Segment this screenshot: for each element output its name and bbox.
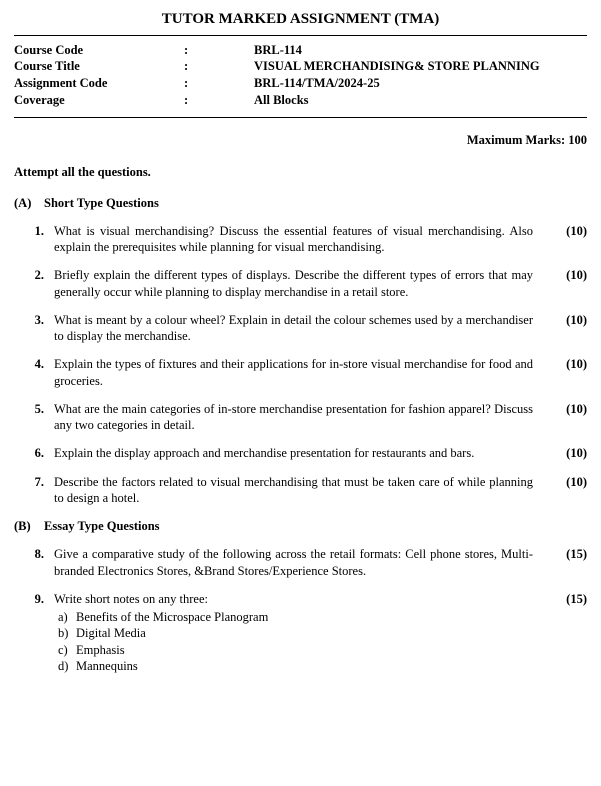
question-number: 8. <box>24 546 54 579</box>
sub-item: a)Benefits of the Microspace Planogram <box>54 609 533 625</box>
sub-letter: a) <box>54 609 76 625</box>
question-marks: (10) <box>547 223 587 256</box>
rule-mid <box>14 117 587 118</box>
question-row: 1.What is visual merchandising? Discuss … <box>14 223 587 256</box>
meta-colon: : <box>184 58 254 75</box>
question-text: Explain the display approach and merchan… <box>54 445 547 461</box>
question-marks: (15) <box>547 591 587 674</box>
question-marks: (10) <box>547 356 587 389</box>
question-number: 6. <box>24 445 54 461</box>
sub-text: Mannequins <box>76 658 138 674</box>
question-text: Explain the types of fixtures and their … <box>54 356 547 389</box>
question-row: 2.Briefly explain the different types of… <box>14 267 587 300</box>
meta-label: Course Code <box>14 42 184 59</box>
question-row: 9.Write short notes on any three:a)Benef… <box>14 591 587 674</box>
question-row: 8.Give a comparative study of the follow… <box>14 546 587 579</box>
question-text: What are the main categories of in-store… <box>54 401 547 434</box>
sub-text: Digital Media <box>76 625 146 641</box>
question-number: 4. <box>24 356 54 389</box>
section-title: Short Type Questions <box>44 195 587 211</box>
section-header: (B)Essay Type Questions <box>14 518 587 534</box>
meta-label: Coverage <box>14 92 184 109</box>
meta-label: Course Title <box>14 58 184 75</box>
section-header: (A)Short Type Questions <box>14 195 587 211</box>
sub-item: d)Mannequins <box>54 658 533 674</box>
question-text: What is meant by a colour wheel? Explain… <box>54 312 547 345</box>
question-text: Briefly explain the different types of d… <box>54 267 547 300</box>
question-row: 6.Explain the display approach and merch… <box>14 445 587 461</box>
sub-letter: c) <box>54 642 76 658</box>
sub-list: a)Benefits of the Microspace Planogramb)… <box>54 609 533 674</box>
question-marks: (10) <box>547 445 587 461</box>
question-number: 1. <box>24 223 54 256</box>
question-text: What is visual merchandising? Discuss th… <box>54 223 547 256</box>
sub-text: Emphasis <box>76 642 125 658</box>
question-marks: (10) <box>547 401 587 434</box>
meta-block: Course Code:BRL-114Course Title:VISUAL M… <box>14 42 587 110</box>
question-text: Write short notes on any three:a)Benefit… <box>54 591 547 674</box>
meta-colon: : <box>184 42 254 59</box>
section-title: Essay Type Questions <box>44 518 587 534</box>
question-number: 9. <box>24 591 54 674</box>
question-number: 3. <box>24 312 54 345</box>
question-row: 7.Describe the factors related to visual… <box>14 474 587 507</box>
meta-row: Course Title:VISUAL MERCHANDISING& STORE… <box>14 58 587 75</box>
meta-value: VISUAL MERCHANDISING& STORE PLANNING <box>254 58 587 75</box>
question-marks: (15) <box>547 546 587 579</box>
meta-row: Course Code:BRL-114 <box>14 42 587 59</box>
question-number: 2. <box>24 267 54 300</box>
meta-row: Assignment Code:BRL-114/TMA/2024-25 <box>14 75 587 92</box>
meta-row: Coverage:All Blocks <box>14 92 587 109</box>
question-row: 4.Explain the types of fixtures and thei… <box>14 356 587 389</box>
question-text: Give a comparative study of the followin… <box>54 546 547 579</box>
question-marks: (10) <box>547 267 587 300</box>
meta-label: Assignment Code <box>14 75 184 92</box>
meta-colon: : <box>184 92 254 109</box>
question-row: 3.What is meant by a colour wheel? Expla… <box>14 312 587 345</box>
question-number: 5. <box>24 401 54 434</box>
sub-item: b)Digital Media <box>54 625 533 641</box>
meta-value: BRL-114 <box>254 42 587 59</box>
sub-item: c)Emphasis <box>54 642 533 658</box>
section-letter: (B) <box>14 518 44 534</box>
rule-top <box>14 35 587 36</box>
question-row: 5.What are the main categories of in-sto… <box>14 401 587 434</box>
question-marks: (10) <box>547 474 587 507</box>
sub-text: Benefits of the Microspace Planogram <box>76 609 268 625</box>
question-marks: (10) <box>547 312 587 345</box>
attempt-instruction: Attempt all the questions. <box>14 164 587 180</box>
question-number: 7. <box>24 474 54 507</box>
section-letter: (A) <box>14 195 44 211</box>
doc-title: TUTOR MARKED ASSIGNMENT (TMA) <box>14 10 587 35</box>
max-marks: Maximum Marks: 100 <box>14 132 587 148</box>
meta-value: All Blocks <box>254 92 587 109</box>
sub-letter: b) <box>54 625 76 641</box>
sub-letter: d) <box>54 658 76 674</box>
meta-value: BRL-114/TMA/2024-25 <box>254 75 587 92</box>
sections-container: (A)Short Type Questions 1.What is visual … <box>14 195 587 675</box>
meta-colon: : <box>184 75 254 92</box>
question-text: Describe the factors related to visual m… <box>54 474 547 507</box>
